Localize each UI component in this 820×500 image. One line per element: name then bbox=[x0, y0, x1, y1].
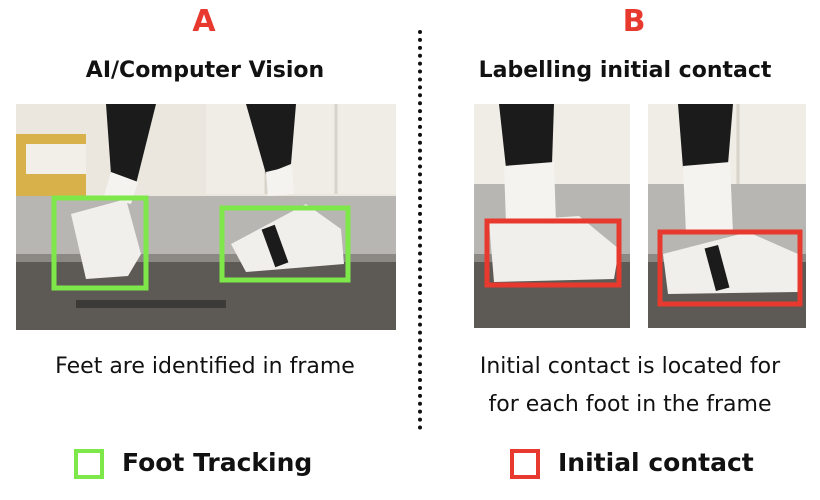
treadmill-running-image bbox=[16, 104, 396, 330]
initial-contact-legend-label: Initial contact bbox=[558, 448, 754, 477]
panel-a-photo bbox=[16, 104, 396, 330]
foot-tracking-legend-label: Foot Tracking bbox=[122, 448, 313, 477]
panel-b-caption-line1: Initial contact is located for bbox=[479, 354, 781, 379]
initial-contact-legend-swatch bbox=[510, 449, 540, 479]
panel-b-title: Labelling initial contact bbox=[478, 58, 772, 83]
panel-a-letter: A bbox=[192, 4, 216, 39]
panel-b-caption-line2: for each foot in the frame bbox=[488, 392, 772, 417]
panel-a-caption: Feet are identified in frame bbox=[55, 354, 355, 379]
foot-tracking-box-right bbox=[219, 205, 351, 283]
initial-contact-image-left bbox=[474, 104, 630, 328]
initial-contact-box-right bbox=[657, 229, 803, 307]
panel-b-photo-left bbox=[474, 104, 630, 328]
initial-contact-box-left bbox=[484, 218, 622, 288]
panel-divider bbox=[418, 30, 422, 430]
initial-contact-image-right bbox=[648, 104, 806, 328]
panel-a-title: AI/Computer Vision bbox=[85, 58, 325, 83]
foot-tracking-legend-swatch bbox=[74, 449, 104, 479]
panel-b-letter: B bbox=[622, 4, 646, 39]
panel-b-photo-right bbox=[648, 104, 806, 328]
foot-tracking-box-left bbox=[51, 195, 149, 291]
